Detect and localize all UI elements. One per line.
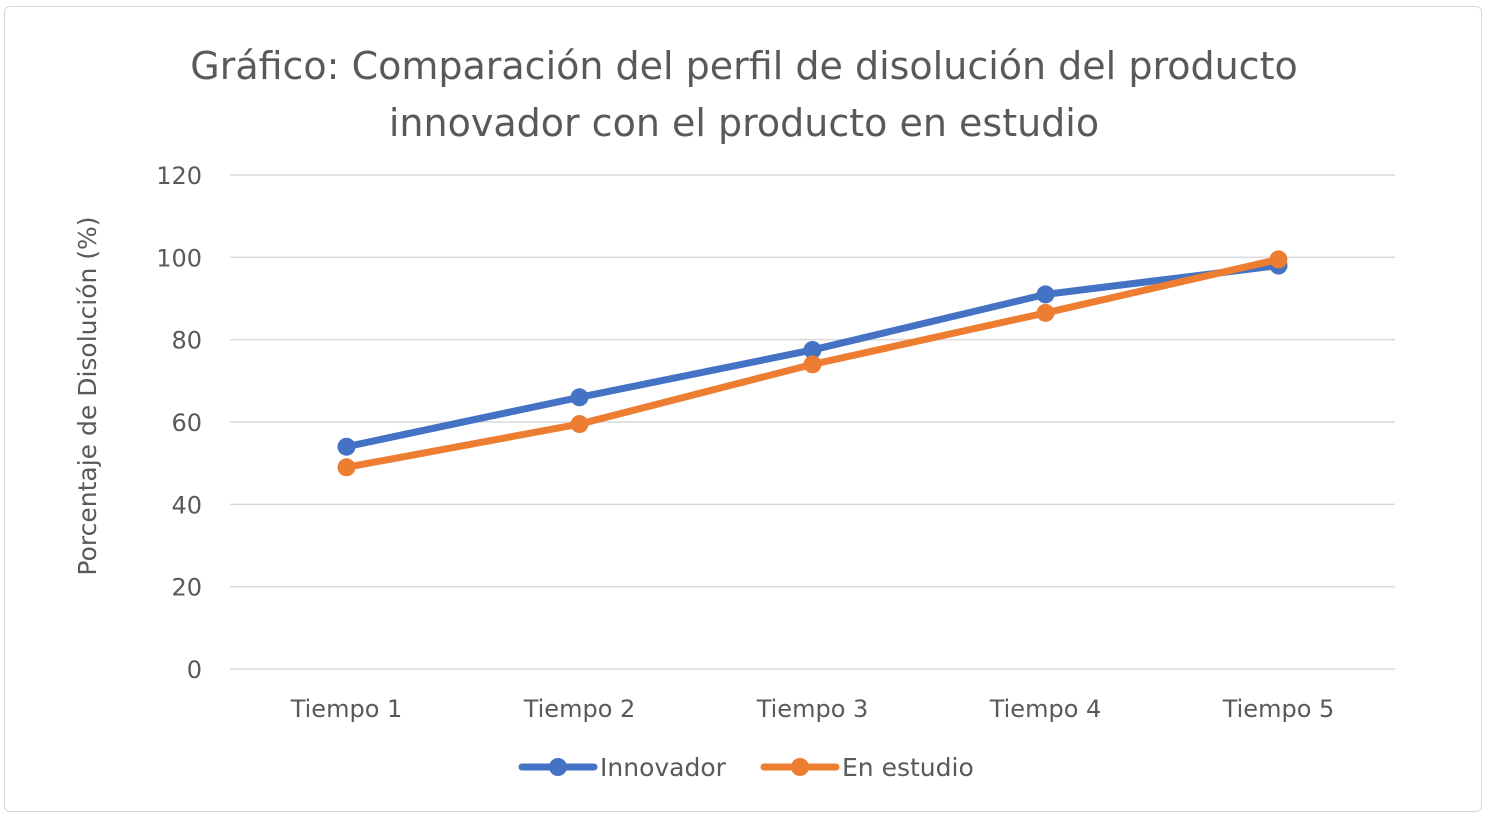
- chart-title-line-1: Gráfico: Comparación del perfil de disol…: [190, 44, 1297, 88]
- y-tick-label: 120: [156, 162, 202, 190]
- x-tick-label: Tiempo 2: [523, 695, 636, 723]
- y-tick-label: 40: [171, 491, 202, 519]
- data-point: [1269, 250, 1288, 269]
- chart-frame: [4, 6, 1482, 812]
- chart-title: Gráfico: Comparación del perfil de disol…: [190, 44, 1297, 145]
- y-tick-label: 0: [187, 656, 202, 684]
- legend-item: Innovador: [518, 753, 727, 782]
- x-tick-label: Tiempo 1: [290, 695, 403, 723]
- y-tick-labels: 0 20 40 60 80 100 120: [156, 162, 202, 684]
- y-tick-label: 60: [171, 409, 202, 437]
- x-tick-label: Tiempo 3: [756, 695, 869, 723]
- legend-label: En estudio: [842, 753, 974, 782]
- series-innovador: [337, 256, 1288, 456]
- legend-item: En estudio: [760, 753, 974, 782]
- y-tick-label: 80: [171, 327, 202, 355]
- legend-swatch-marker: [791, 758, 809, 776]
- gridlines: [230, 174, 1395, 670]
- data-point: [803, 340, 822, 359]
- y-axis-title: Porcentaje de Disolución (%): [73, 216, 102, 575]
- y-tick-label: 100: [156, 244, 202, 272]
- chart-title-line-2: innovador con el producto en estudio: [389, 101, 1099, 145]
- data-point: [570, 388, 589, 407]
- x-tick-labels: Tiempo 1 Tiempo 2 Tiempo 3 Tiempo 4 Tiempo 5: [290, 695, 1335, 723]
- data-point: [1036, 303, 1055, 322]
- legend-swatch-marker: [549, 758, 567, 776]
- series-lines: [337, 250, 1288, 477]
- series-en-estudio: [337, 250, 1288, 477]
- data-point: [803, 355, 822, 374]
- x-tick-label: Tiempo 4: [989, 695, 1102, 723]
- data-point: [1036, 285, 1055, 304]
- y-tick-label: 20: [171, 574, 202, 602]
- legend: Innovador En estudio: [518, 753, 974, 782]
- x-tick-label: Tiempo 5: [1222, 695, 1335, 723]
- legend-label: Innovador: [600, 753, 727, 782]
- data-point: [337, 458, 356, 477]
- data-point: [570, 415, 589, 434]
- data-point: [337, 437, 356, 456]
